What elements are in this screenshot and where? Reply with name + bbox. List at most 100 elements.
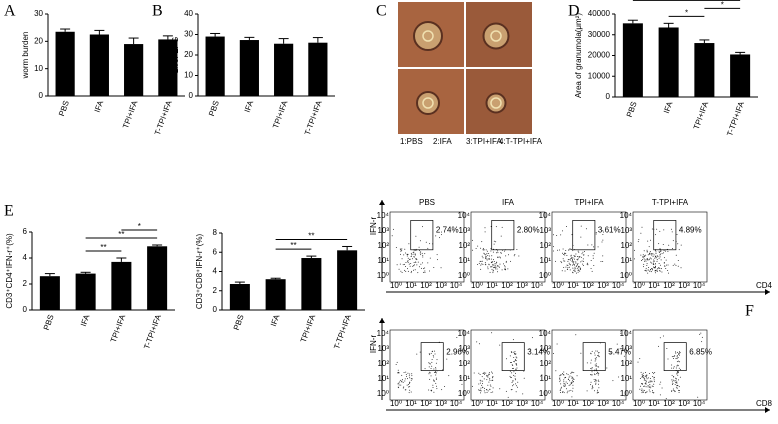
event-dot [556, 343, 558, 345]
y-log-tick: 10¹ [377, 374, 389, 383]
event-dot [409, 377, 411, 379]
event-dot [660, 381, 662, 383]
event-dot [515, 379, 517, 381]
event-dot [414, 253, 416, 255]
event-dot [399, 379, 401, 381]
event-dot [398, 384, 400, 386]
event-dot [420, 251, 422, 253]
event-dot [509, 355, 511, 357]
event-dot [492, 376, 494, 378]
event-dot [400, 270, 402, 272]
event-dot [640, 385, 642, 387]
panel-letter: D [568, 3, 580, 20]
event-dot [564, 383, 566, 385]
event-dot [643, 376, 645, 378]
event-dot [563, 374, 565, 376]
event-dot [552, 246, 554, 248]
event-dot [566, 254, 568, 256]
x-log-tick: 10² [582, 399, 594, 408]
event-dot [655, 270, 657, 272]
event-dot [668, 244, 670, 246]
event-dot [652, 261, 654, 263]
event-dot [675, 264, 677, 266]
event-dot [490, 266, 492, 268]
event-dot [479, 379, 481, 381]
y-log-tick: 10¹ [539, 374, 551, 383]
event-dot [559, 377, 561, 379]
bar [622, 23, 643, 97]
event-dot [592, 387, 594, 389]
x-log-tick: 10¹ [405, 281, 417, 290]
event-dot [419, 252, 421, 254]
event-dot [410, 255, 412, 257]
significance-label: * [721, 0, 724, 9]
event-dot [505, 390, 507, 392]
event-dot [424, 272, 426, 274]
event-dot [572, 390, 574, 392]
event-dot [578, 256, 580, 258]
event-dot [593, 373, 595, 375]
event-dot [487, 255, 489, 257]
gate-percentage: 2.74% [436, 226, 459, 235]
event-dot [428, 389, 430, 391]
event-dot [485, 257, 487, 259]
event-dot [559, 391, 561, 393]
event-dot [510, 376, 512, 378]
event-dot [653, 373, 655, 375]
event-dot [672, 358, 674, 360]
event-dot [658, 257, 660, 259]
event-dot [679, 376, 681, 378]
event-dot [595, 382, 597, 384]
event-dot [411, 375, 413, 377]
event-dot [677, 265, 679, 267]
x-log-tick: 10³ [516, 399, 528, 408]
event-dot [663, 257, 665, 259]
event-dot [673, 376, 675, 378]
y-log-tick: 10¹ [377, 256, 389, 265]
x-log-tick: 10⁴ [612, 281, 625, 290]
event-dot [653, 259, 655, 261]
event-dot [563, 383, 565, 385]
event-dot [658, 262, 660, 264]
event-dot [429, 372, 431, 374]
gate-percentage: 4.89% [679, 226, 702, 235]
event-dot [483, 373, 485, 375]
event-dot [495, 241, 497, 243]
event-dot [574, 270, 576, 272]
event-dot [655, 255, 657, 257]
event-dot [566, 382, 568, 384]
event-dot [422, 254, 424, 256]
event-dot [582, 254, 584, 256]
event-dot [511, 364, 513, 366]
event-dot [513, 374, 515, 376]
event-dot [651, 390, 653, 392]
event-dot [503, 250, 505, 252]
event-dot [414, 264, 416, 266]
event-dot [508, 254, 510, 256]
event-dot [578, 269, 580, 271]
image-caption: 4:T-TPI+IFA [499, 137, 543, 146]
event-dot [675, 367, 677, 369]
x-tick-label: IFA [243, 99, 256, 114]
event-dot [564, 260, 566, 262]
event-dot [591, 374, 593, 376]
event-dot [511, 351, 513, 353]
event-dot [486, 258, 488, 260]
y-log-tick: 10⁴ [458, 211, 471, 220]
event-dot [486, 389, 488, 391]
event-dot [671, 381, 673, 383]
event-dot [432, 384, 434, 386]
event-dot [598, 356, 600, 358]
event-dot [654, 265, 656, 267]
event-dot [678, 249, 680, 251]
event-dot [648, 246, 650, 248]
event-dot [513, 361, 515, 363]
event-dot [398, 268, 400, 270]
event-dot [489, 377, 491, 379]
event-dot [432, 355, 434, 357]
event-dot [561, 262, 563, 264]
event-dot [435, 382, 437, 384]
x-log-tick: 10⁴ [693, 281, 706, 290]
event-dot [658, 243, 660, 245]
event-dot [641, 382, 643, 384]
